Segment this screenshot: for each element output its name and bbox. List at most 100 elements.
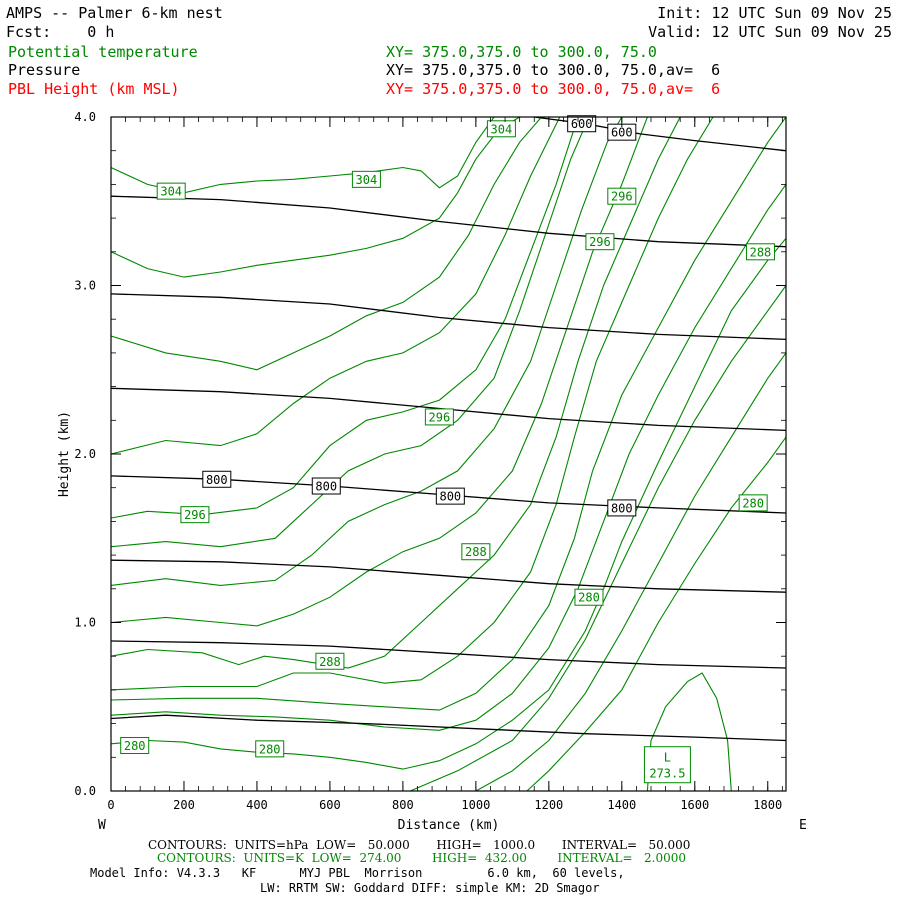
footer-model-info: Model Info: V4.3.3 KF MYJ PBL Morrison 6… [90, 866, 625, 880]
svg-text:800: 800 [611, 501, 633, 515]
pressure-label: 800 [311, 477, 341, 495]
pressure-label: 800 [435, 487, 465, 505]
x-tick-label: 400 [246, 798, 268, 812]
x-tick-label: 1200 [534, 798, 563, 812]
theta-label: 296 [607, 187, 637, 205]
theta-contour-282 [110, 184, 787, 731]
footer-theta-contours: CONTOURS: UNITS=K LOW= 274.00 HIGH= 432.… [157, 851, 686, 865]
svg-text:296: 296 [429, 410, 451, 424]
field-theta-xy: XY= 375.0,375.0 to 300.0, 75.0 [386, 43, 657, 61]
svg-text:304: 304 [356, 173, 378, 187]
theta-contour-288 [110, 116, 681, 669]
x-tick-label: 1800 [753, 798, 782, 812]
x-tick-label: 200 [173, 798, 195, 812]
valid-time: Valid: 12 UTC Sun 09 Nov 25 [648, 23, 892, 41]
theta-label: 296 [424, 408, 454, 426]
theta-contour-294 [110, 116, 590, 548]
svg-text:600: 600 [571, 117, 593, 131]
x-tick-label: 800 [392, 798, 414, 812]
svg-text:296: 296 [589, 235, 611, 249]
theta-contour-298 [110, 116, 561, 455]
svg-text:800: 800 [206, 473, 228, 487]
theta-contour-300 [110, 116, 542, 371]
pressure-label: 600 [607, 123, 637, 141]
svg-text:296: 296 [611, 190, 633, 204]
svg-text:288: 288 [750, 245, 772, 259]
theta-contour-278 [409, 285, 787, 792]
contour-labels: 304 304 304 296 296 288 296 296 280 288 280 288 280 2… [120, 115, 775, 784]
pressure-label: 600 [567, 115, 597, 133]
pressure-contour-650 [110, 195, 787, 248]
theta-label: 288 [745, 243, 775, 261]
forecast-hour: Fcst: 0 h [6, 23, 115, 41]
field-pressure-xy: XY= 375.0,375.0 to 300.0, 75.0,av= 6 [386, 61, 721, 79]
theta-contour-290 [110, 116, 648, 627]
theta-contours [110, 116, 787, 792]
svg-text:288: 288 [465, 545, 487, 559]
field-pressure-label: Pressure [8, 61, 81, 79]
theta-contour-284 [110, 116, 787, 711]
svg-text:296: 296 [184, 508, 206, 522]
field-pbl-label: PBL Height (km MSL) [8, 80, 180, 98]
axis-ticks: 0 200 400 600 800 1000 1200 1400 1600 1800 0.0 1.0 2… [74, 110, 786, 812]
theta-label: 304 [351, 170, 381, 188]
theta-contour-304 [110, 116, 495, 194]
x-tick-label: 1400 [607, 798, 636, 812]
y-tick-label: 3.0 [74, 279, 96, 293]
pressure-contour-950 [110, 714, 787, 742]
field-pbl-xy: XY= 375.0,375.0 to 300.0, 75.0,av= 6 [386, 80, 721, 98]
low-marker-value: 273.5 [649, 767, 685, 781]
init-time: Init: 12 UTC Sun 09 Nov 25 [657, 4, 892, 22]
theta-label: 288 [461, 543, 491, 561]
theta-label: 280 [738, 494, 768, 512]
theta-contour-286 [110, 116, 714, 691]
x-axis-label: Distance (km) [398, 818, 500, 833]
pressure-contour-700 [110, 293, 787, 341]
svg-text:280: 280 [124, 739, 146, 753]
svg-text:280: 280 [578, 591, 600, 605]
plot-frame [110, 116, 787, 792]
theta-label: 280 [120, 737, 150, 755]
theta-contour-274 [646, 672, 732, 792]
svg-text:800: 800 [315, 480, 337, 494]
theta-label: 288 [315, 652, 345, 670]
footer-pressure-contours: CONTOURS: UNITS=hPa LOW= 50.000 HIGH= 10… [148, 838, 691, 852]
x-tick-label: 0 [107, 798, 114, 812]
footer-model-physics: LW: RRTM SW: Goddard DIFF: simple KM: 2D… [260, 881, 600, 895]
west-label: W [98, 818, 106, 833]
svg-text:800: 800 [439, 490, 461, 504]
theta-label: 280 [574, 588, 604, 606]
pressure-contour-850 [110, 559, 787, 593]
theta-contour-274 [526, 436, 787, 792]
theta-contour-280 [110, 237, 787, 770]
theta-label: 304 [156, 182, 186, 200]
theta-label: 280 [255, 740, 285, 758]
theta-label: 304 [486, 120, 516, 138]
svg-text:280: 280 [259, 742, 281, 756]
svg-text:304: 304 [160, 185, 182, 199]
y-tick-label: 2.0 [74, 447, 96, 461]
pressure-label: 800 [607, 499, 637, 517]
x-tick-label: 1000 [461, 798, 490, 812]
theta-contour-276 [475, 352, 787, 792]
low-marker-symbol: L [664, 751, 671, 765]
theta-contour-296 [110, 116, 579, 519]
svg-text:288: 288 [319, 655, 341, 669]
east-label: E [799, 818, 807, 833]
svg-text:600: 600 [611, 126, 633, 140]
y-tick-label: 0.0 [74, 784, 96, 798]
chart-title: AMPS -- Palmer 6-km nest [6, 4, 223, 22]
theta-label: 296 [180, 506, 210, 524]
theta-contour-302 [110, 116, 520, 278]
svg-text:304: 304 [491, 122, 513, 136]
field-theta-label: Potential temperature [8, 43, 198, 61]
pressure-contour-900 [110, 640, 787, 669]
y-tick-label: 4.0 [74, 110, 96, 124]
y-axis-label: Height (km) [57, 411, 72, 497]
x-tick-label: 600 [319, 798, 341, 812]
pressure-label: 800 [202, 470, 232, 488]
y-tick-label: 1.0 [74, 616, 96, 630]
theta-label: 296 [585, 233, 615, 251]
pressure-contours [110, 116, 787, 742]
